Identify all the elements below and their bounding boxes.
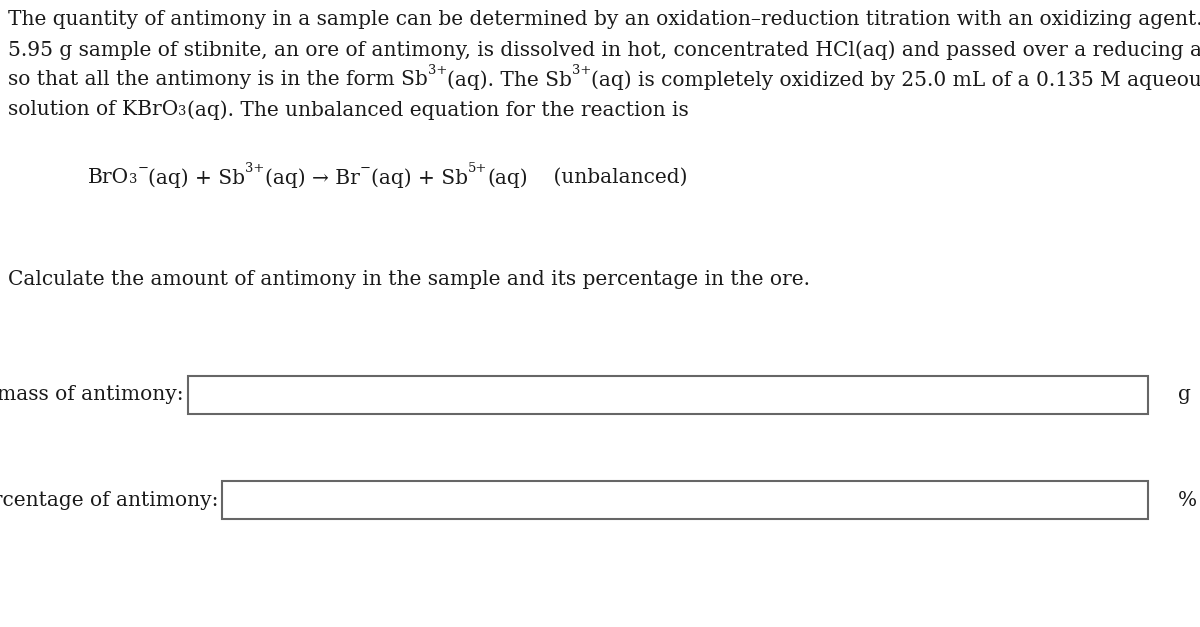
Text: 3+: 3+ [427,64,448,77]
Text: The quantity of antimony in a sample can be determined by an oxidation–reduction: The quantity of antimony in a sample can… [8,10,1200,29]
Text: 5.95 g sample of stibnite, an ore of antimony, is dissolved in hot, concentrated: 5.95 g sample of stibnite, an ore of ant… [8,40,1200,60]
Text: %: % [1178,490,1198,510]
Text: −: − [138,162,149,175]
Text: (aq): (aq) [487,168,528,187]
Text: percentage of antimony:: percentage of antimony: [0,490,218,510]
Text: (aq) + Sb: (aq) + Sb [149,168,246,187]
Text: (aq). The Sb: (aq). The Sb [448,70,572,90]
Text: (aq) is completely oxidized by 25.0 mL of a 0.135 M aqueous: (aq) is completely oxidized by 25.0 mL o… [592,70,1200,90]
Text: BrO: BrO [88,168,130,187]
Text: g: g [1178,386,1190,404]
Text: 3: 3 [130,173,138,186]
Bar [222,481,1148,519]
Text: (aq). The unbalanced equation for the reaction is: (aq). The unbalanced equation for the re… [187,100,689,120]
Text: 3+: 3+ [572,64,592,77]
Text: mass of antimony:: mass of antimony: [0,386,184,404]
Text: (aq) + Sb: (aq) + Sb [371,168,468,187]
Text: −: − [360,162,371,175]
Text: Calculate the amount of antimony in the sample and its percentage in the ore.: Calculate the amount of antimony in the … [8,270,810,289]
Text: 3+: 3+ [246,162,265,175]
Text: (unbalanced): (unbalanced) [528,168,688,187]
Text: so that all the antimony is in the form Sb: so that all the antimony is in the form … [8,70,427,89]
Text: 3: 3 [179,105,187,118]
Text: solution of KBrO: solution of KBrO [8,100,179,119]
Bar [188,376,1148,414]
Text: 5+: 5+ [468,162,487,175]
Text: (aq) → Br: (aq) → Br [265,168,360,187]
